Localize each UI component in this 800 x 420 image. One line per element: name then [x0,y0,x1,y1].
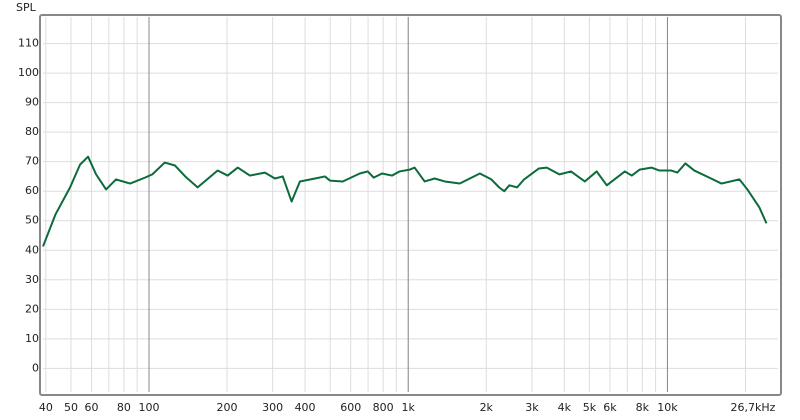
x-tick-label: 3k [525,401,539,414]
x-tick-label: 4k [558,401,572,414]
y-tick-label: 80 [25,125,39,138]
x-tick-label: 80 [117,401,131,414]
x-tick-label: 1k [402,401,416,414]
x-tick-label: 2k [480,401,494,414]
x-tick-label: 50 [64,401,78,414]
plot-frame [39,14,782,396]
x-tick-label: 600 [340,401,361,414]
x-tick-label: 5k [583,401,597,414]
x-tick-label: 800 [373,401,394,414]
y-tick-label: 90 [25,96,39,109]
y-tick-label: 20 [25,302,39,315]
x-tick-label: 100 [139,401,160,414]
x-tick-label: 10k [657,401,678,414]
x-tick-label: 26,7kHz [731,401,776,414]
y-axis-label: SPL [16,1,37,14]
y-tick-label: 10 [25,332,39,345]
y-tick-label: 0 [32,361,39,374]
y-tick-label: 60 [25,184,39,197]
x-tick-label: 400 [295,401,316,414]
y-tick-label: 70 [25,155,39,168]
x-tick-label: 6k [603,401,617,414]
y-tick-label: 100 [18,66,39,79]
x-tick-label: 40 [39,401,53,414]
y-tick-label: 110 [18,37,39,50]
x-tick-label: 200 [217,401,238,414]
spl-curve [42,155,768,247]
y-tick-label: 30 [25,273,39,286]
x-tick-label: 300 [262,401,283,414]
y-tick-label: 50 [25,214,39,227]
y-tick-label: 40 [25,243,39,256]
x-tick-label: 8k [636,401,650,414]
x-tick-label: 60 [84,401,98,414]
